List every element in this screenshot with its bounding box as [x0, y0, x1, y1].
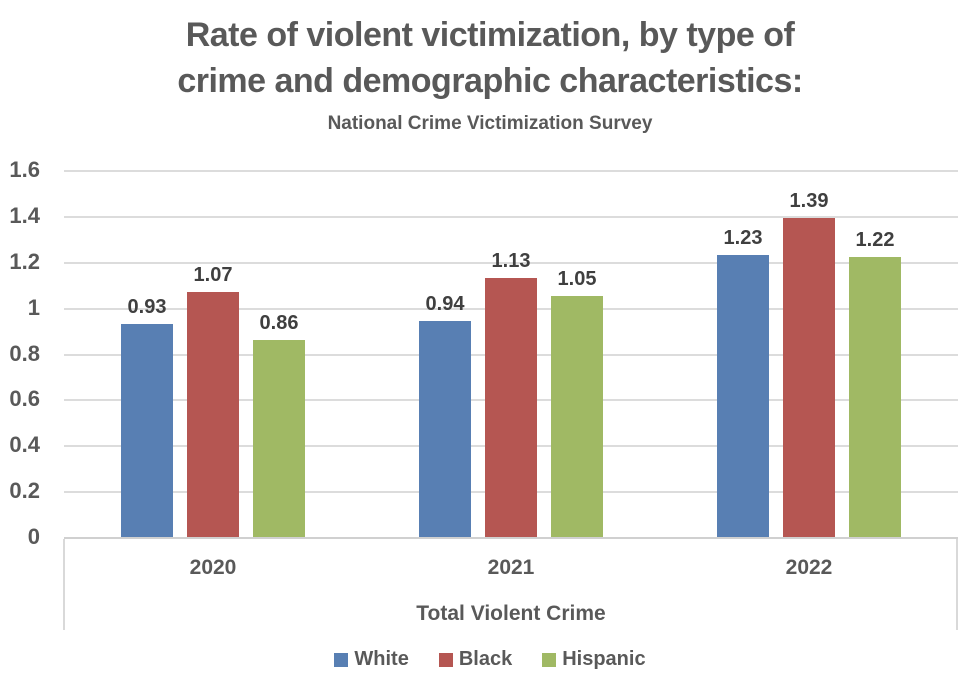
y-tick-label: 1.2 — [9, 248, 40, 274]
y-tick-label: 1.6 — [9, 157, 40, 182]
bar-value-label: 1.07 — [193, 263, 233, 286]
bar-value-label: 1.39 — [789, 190, 829, 213]
bar — [717, 254, 769, 537]
bar-value-label: 1.13 — [491, 249, 531, 272]
y-tick-label: 0.6 — [9, 386, 40, 412]
plot-area: 0.93 1.07 0.86 0.94 1.13 1.05 1.23 1.39 1.22 — [64, 170, 958, 539]
x-tick-label: 2022 — [785, 556, 833, 579]
legend-item: Hispanic — [542, 648, 646, 671]
bar — [551, 296, 603, 537]
x-tick-label: 2021 — [487, 556, 535, 579]
gridline — [64, 261, 958, 264]
bar — [419, 321, 471, 537]
bar — [783, 218, 835, 537]
y-tick-label: 0.8 — [9, 340, 40, 366]
category-frame-left-line — [63, 539, 65, 630]
category-frame-right-line — [956, 539, 958, 630]
legend-swatch-white — [334, 652, 349, 667]
bar-value-label: 0.93 — [127, 295, 167, 318]
bar — [485, 277, 537, 537]
legend: White Black Hispanic — [0, 648, 980, 671]
gridline — [64, 215, 958, 218]
y-tick-label: 1 — [27, 294, 40, 320]
x-axis-title: Total Violent Crime — [416, 602, 606, 625]
chart-title-line2: crime and demographic characteristics: — [177, 62, 803, 100]
bar-value-label: 1.22 — [855, 229, 895, 252]
legend-swatch-black — [438, 652, 453, 667]
bar-value-label: 1.05 — [557, 268, 597, 291]
bar — [121, 323, 173, 537]
bar — [187, 291, 239, 537]
legend-item: Black — [438, 648, 513, 671]
x-tick-label: 2020 — [189, 556, 237, 579]
chart-title-line1: Rate of violent victimization, by type o… — [185, 16, 795, 54]
bar — [849, 257, 901, 537]
chart-subtitle: National Crime Victimization Survey — [327, 113, 653, 134]
legend-swatch-hispanic — [542, 652, 557, 667]
gridline — [64, 170, 958, 172]
chart-title: Rate of violent victimization, by type o… — [0, 12, 980, 104]
legend-label: Hispanic — [562, 648, 646, 670]
bar-value-label: 1.23 — [723, 226, 763, 249]
y-tick-label: 0 — [27, 524, 40, 549]
legend-label: White — [354, 648, 409, 670]
y-tick-label: 0.2 — [9, 478, 40, 504]
y-tick-label: 0.4 — [9, 432, 40, 458]
bar — [253, 339, 305, 537]
bar-value-label: 0.94 — [425, 293, 465, 316]
y-tick-label: 1.4 — [9, 202, 40, 228]
bar-value-label: 0.86 — [259, 311, 299, 334]
legend-label: Black — [458, 648, 513, 670]
legend-item: White — [334, 648, 409, 671]
